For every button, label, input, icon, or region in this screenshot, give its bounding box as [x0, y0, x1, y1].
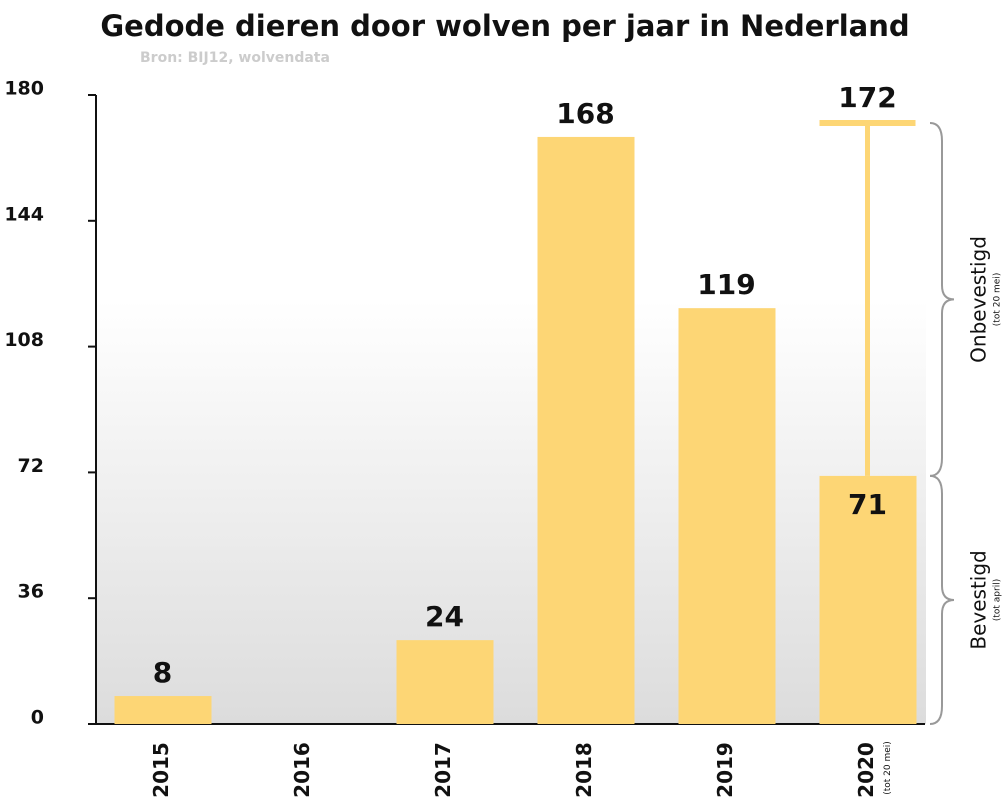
brace	[929, 474, 955, 725]
background	[96, 300, 926, 724]
y-tick-label: 108	[4, 329, 44, 351]
y-tick-label: 144	[4, 203, 44, 225]
x-tick-label: 2016	[290, 742, 314, 798]
value-label: 168	[556, 97, 614, 130]
y-tick-label: 36	[18, 581, 44, 603]
chart-title: Gedode dieren door wolven per jaar in Ne…	[100, 9, 909, 43]
brace-label: Onbevestigd	[967, 236, 991, 363]
value-label: 24	[425, 600, 464, 633]
value-label: 119	[697, 268, 755, 301]
value-label: 71	[848, 488, 887, 521]
bar	[819, 475, 917, 724]
y-tick-label: 0	[31, 707, 44, 729]
bar	[678, 308, 776, 724]
value-label: 172	[838, 81, 896, 114]
x-tick-label: 2017	[431, 742, 455, 798]
x-tick-label: 2018	[572, 742, 596, 798]
bar	[537, 136, 635, 724]
brace-label: Bevestigd	[967, 550, 991, 649]
y-tick-label: 180	[4, 78, 44, 100]
x-tick-label: 2015	[149, 742, 173, 798]
x-tick-label: 2020	[854, 742, 878, 798]
value-label: 8	[153, 656, 172, 689]
y-tick-label: 72	[18, 455, 44, 477]
x-note: (tot 20 mei)	[883, 741, 893, 795]
brace	[929, 121, 955, 477]
brace-note: (tot 20 mei)	[993, 273, 1003, 327]
bar	[396, 640, 494, 724]
chart-subtitle: Bron: BIJ12, wolvendata	[140, 50, 330, 66]
bar	[114, 696, 212, 724]
brace-note: (tot april)	[993, 579, 1003, 621]
x-tick-label: 2019	[713, 742, 737, 798]
